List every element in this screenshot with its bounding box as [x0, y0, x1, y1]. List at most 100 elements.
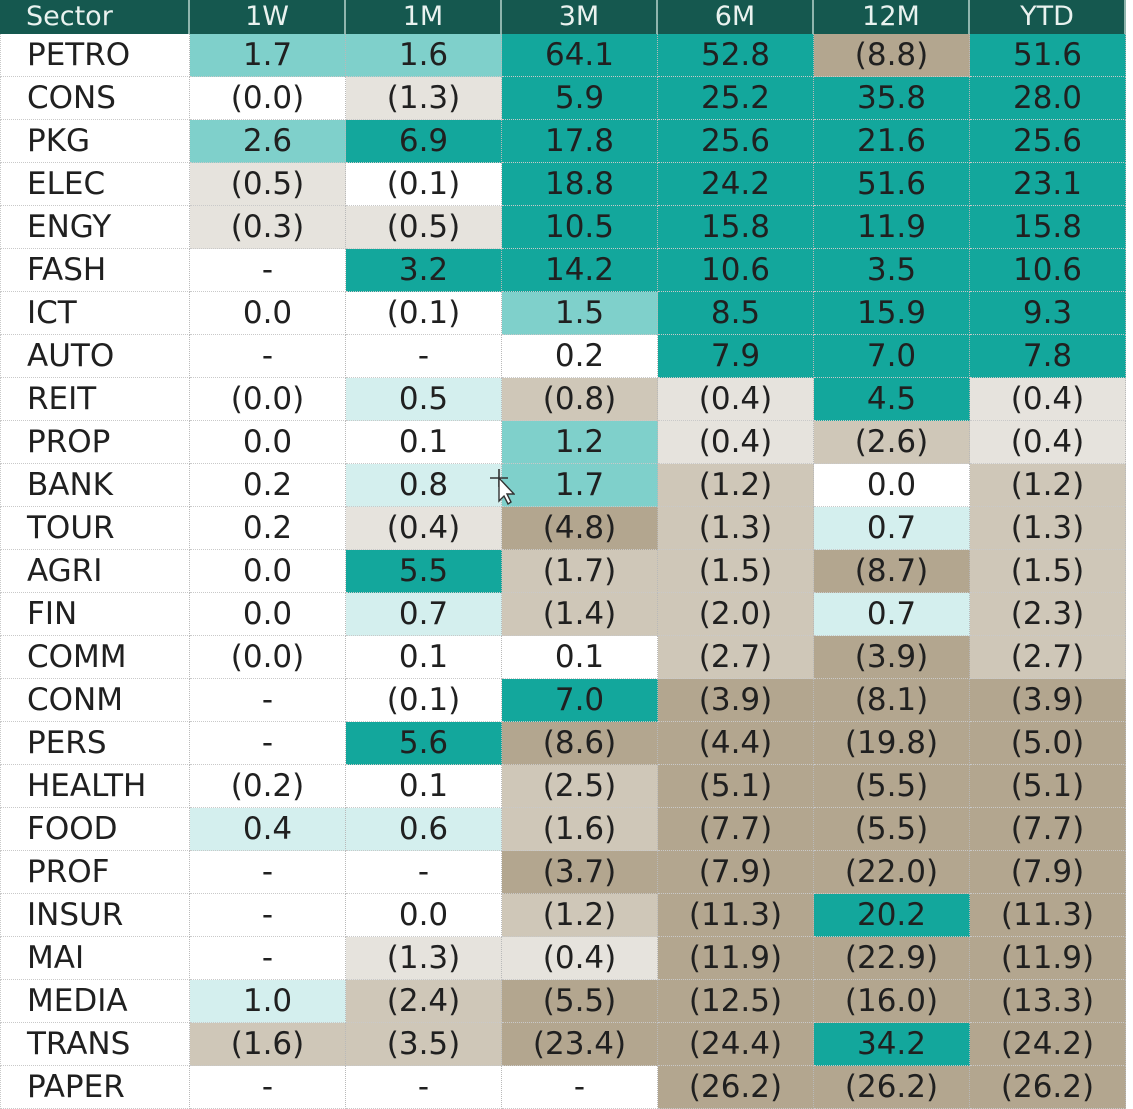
cell-3m: (0.4)	[502, 937, 658, 980]
cell-1w: -	[190, 1066, 346, 1109]
column-header-1w: 1W	[190, 0, 346, 34]
cell-ytd: (11.3)	[970, 894, 1126, 937]
sector-label: CONM	[0, 679, 190, 722]
cell-12m: (5.5)	[814, 765, 970, 808]
cell-3m: (1.2)	[502, 894, 658, 937]
sector-label: BANK	[0, 464, 190, 507]
cell-ytd: (11.9)	[970, 937, 1126, 980]
cell-ytd: (0.4)	[970, 421, 1126, 464]
cell-1m: (3.5)	[346, 1023, 502, 1066]
cell-ytd: (2.7)	[970, 636, 1126, 679]
cell-12m: (22.0)	[814, 851, 970, 894]
cell-ytd: 28.0	[970, 77, 1126, 120]
cell-12m: (8.7)	[814, 550, 970, 593]
cell-3m: (23.4)	[502, 1023, 658, 1066]
cell-ytd: 15.8	[970, 206, 1126, 249]
cell-1m: (2.4)	[346, 980, 502, 1023]
cell-1w: 0.4	[190, 808, 346, 851]
sector-label: PROF	[0, 851, 190, 894]
cell-3m: (1.4)	[502, 593, 658, 636]
cell-ytd: (1.3)	[970, 507, 1126, 550]
cell-ytd: (26.2)	[970, 1066, 1126, 1109]
cell-6m: (1.3)	[658, 507, 814, 550]
cell-3m: 0.1	[502, 636, 658, 679]
cell-1w: 0.0	[190, 550, 346, 593]
cell-1w: (0.0)	[190, 636, 346, 679]
cell-1m: 3.2	[346, 249, 502, 292]
cell-1m: -	[346, 1066, 502, 1109]
cell-3m: 14.2	[502, 249, 658, 292]
cell-1m: 0.5	[346, 378, 502, 421]
cell-6m: (3.9)	[658, 679, 814, 722]
cell-ytd: (5.1)	[970, 765, 1126, 808]
table-body: PETRO 1.7 1.6 64.1 52.8 (8.8) 51.6 CONS (0.0) (1.…	[0, 34, 1126, 1109]
cell-1m: 0.1	[346, 636, 502, 679]
sector-label: CONS	[0, 77, 190, 120]
sector-label: MEDIA	[0, 980, 190, 1023]
cell-6m: 25.6	[658, 120, 814, 163]
cell-12m: 15.9	[814, 292, 970, 335]
cell-ytd: 23.1	[970, 163, 1126, 206]
table-row: COMM (0.0) 0.1 0.1 (2.7) (3.9) (2.7)	[0, 636, 1126, 679]
sector-label: TRANS	[0, 1023, 190, 1066]
cell-6m: 52.8	[658, 34, 814, 77]
cell-12m: (19.8)	[814, 722, 970, 765]
cell-6m: (0.4)	[658, 421, 814, 464]
cell-1m: 0.1	[346, 421, 502, 464]
cell-3m: 64.1	[502, 34, 658, 77]
cell-3m: 1.7	[502, 464, 658, 507]
column-header-sector: Sector	[0, 0, 190, 34]
cell-6m: (12.5)	[658, 980, 814, 1023]
cell-12m: 4.5	[814, 378, 970, 421]
cell-3m: (1.7)	[502, 550, 658, 593]
cell-6m: (11.3)	[658, 894, 814, 937]
cell-12m: 7.0	[814, 335, 970, 378]
cell-6m: (2.0)	[658, 593, 814, 636]
table-row: FIN 0.0 0.7 (1.4) (2.0) 0.7 (2.3)	[0, 593, 1126, 636]
cell-3m: 0.2	[502, 335, 658, 378]
cell-1w: -	[190, 679, 346, 722]
cell-ytd: (13.3)	[970, 980, 1126, 1023]
cell-ytd: 7.8	[970, 335, 1126, 378]
cell-12m: (5.5)	[814, 808, 970, 851]
cell-1w: -	[190, 894, 346, 937]
sector-label: INSUR	[0, 894, 190, 937]
table-row: PROP 0.0 0.1 1.2 (0.4) (2.6) (0.4)	[0, 421, 1126, 464]
cell-1w: (0.3)	[190, 206, 346, 249]
cell-12m: (16.0)	[814, 980, 970, 1023]
cell-1w: (0.0)	[190, 77, 346, 120]
cell-6m: 24.2	[658, 163, 814, 206]
cell-12m: (22.9)	[814, 937, 970, 980]
table-row: CONS (0.0) (1.3) 5.9 25.2 35.8 28.0	[0, 77, 1126, 120]
sector-label: ENGY	[0, 206, 190, 249]
cell-1w: 1.7	[190, 34, 346, 77]
cell-1w: -	[190, 722, 346, 765]
cell-1m: 0.7	[346, 593, 502, 636]
cell-12m: 3.5	[814, 249, 970, 292]
cell-1m: 6.9	[346, 120, 502, 163]
sector-label: REIT	[0, 378, 190, 421]
cell-1m: (0.5)	[346, 206, 502, 249]
cell-ytd: (24.2)	[970, 1023, 1126, 1066]
cell-12m: (2.6)	[814, 421, 970, 464]
table-row: AGRI 0.0 5.5 (1.7) (1.5) (8.7) (1.5)	[0, 550, 1126, 593]
cell-12m: (8.1)	[814, 679, 970, 722]
cell-6m: 8.5	[658, 292, 814, 335]
cell-1m: 0.0	[346, 894, 502, 937]
cell-1m: (0.1)	[346, 292, 502, 335]
cell-6m: (4.4)	[658, 722, 814, 765]
cell-12m: (8.8)	[814, 34, 970, 77]
cell-12m: (26.2)	[814, 1066, 970, 1109]
table-row: REIT (0.0) 0.5 (0.8) (0.4) 4.5 (0.4)	[0, 378, 1126, 421]
table-row: CONM - (0.1) 7.0 (3.9) (8.1) (3.9)	[0, 679, 1126, 722]
cell-1w: (0.2)	[190, 765, 346, 808]
cell-1w: 0.2	[190, 464, 346, 507]
cell-12m: 0.0	[814, 464, 970, 507]
sector-label: HEALTH	[0, 765, 190, 808]
sector-label: FOOD	[0, 808, 190, 851]
cell-6m: (5.1)	[658, 765, 814, 808]
cell-6m: 10.6	[658, 249, 814, 292]
sector-label: AUTO	[0, 335, 190, 378]
cell-1w: -	[190, 335, 346, 378]
